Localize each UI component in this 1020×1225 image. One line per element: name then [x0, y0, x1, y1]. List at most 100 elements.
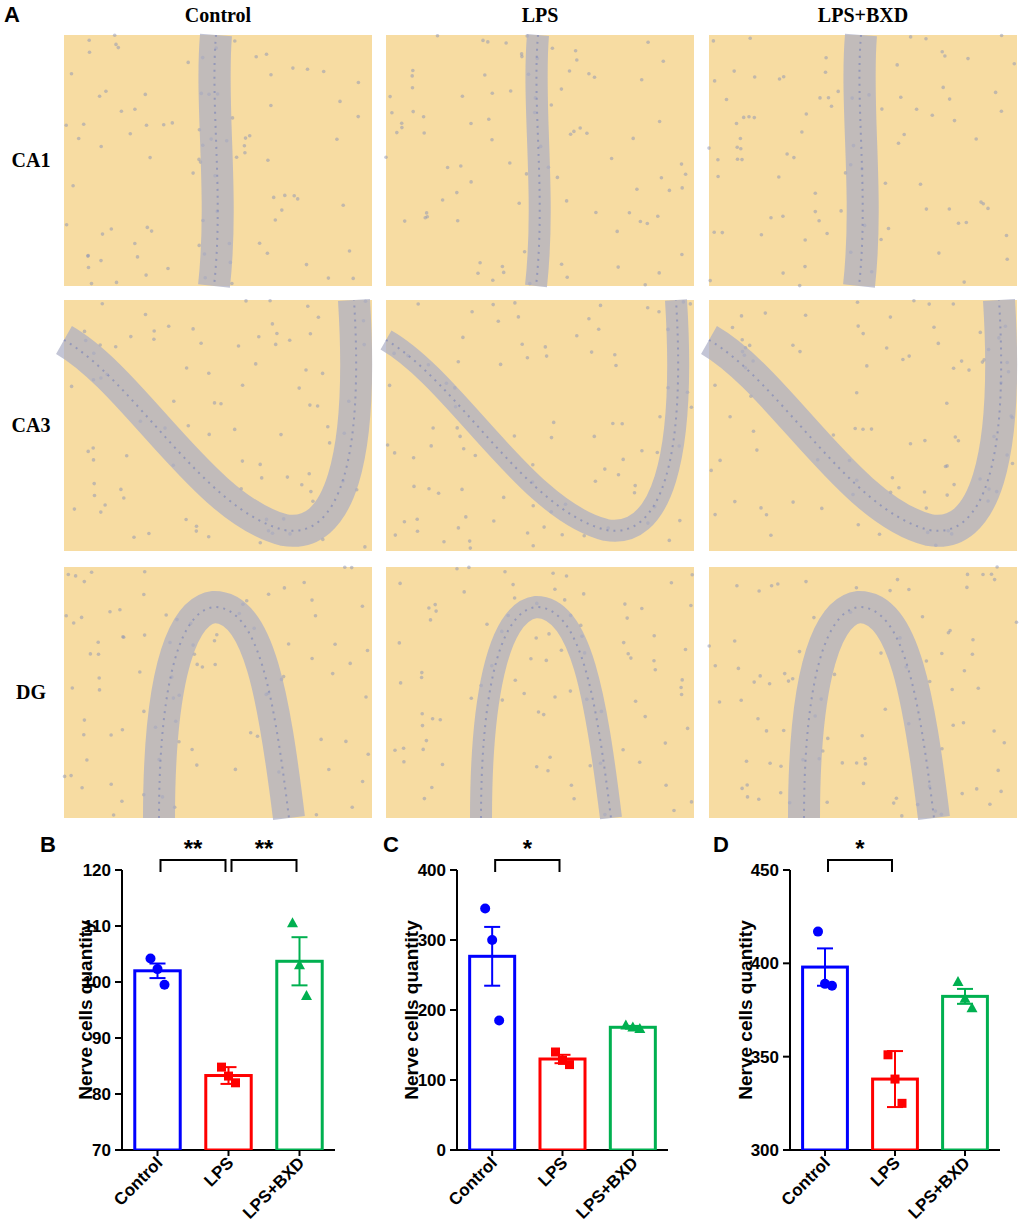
cell-dot: [769, 216, 773, 220]
cell-dot: [798, 650, 802, 654]
cell-dot: [587, 72, 591, 76]
cell-dot: [215, 633, 219, 637]
cell-dot: [652, 634, 656, 638]
cell-dot: [646, 41, 650, 45]
cell-dot: [550, 436, 554, 440]
cell-dot: [560, 263, 564, 267]
bar: [470, 956, 515, 1150]
error-cap: [957, 1003, 973, 1005]
cell-dot: [756, 717, 760, 721]
cell-dot: [542, 713, 546, 717]
cell-dot: [884, 181, 888, 185]
cell-dot: [1005, 258, 1009, 262]
y-tick-label: 300: [418, 931, 446, 950]
cell-dot: [565, 199, 569, 203]
y-tick-label: 80: [92, 1085, 111, 1104]
plot-area: [470, 904, 656, 1151]
cell-dot: [856, 301, 860, 305]
cell-dot: [897, 142, 901, 146]
cell-dot: [824, 71, 828, 75]
cell-dot: [895, 796, 899, 800]
cell-dot: [944, 465, 948, 469]
cell-dot: [363, 545, 367, 549]
micrograph: [63, 566, 372, 819]
cell-dot: [114, 43, 118, 47]
column-header: Control: [185, 4, 252, 26]
micrograph: [709, 299, 1017, 551]
cell-layer: [159, 607, 289, 818]
cell-dot: [864, 762, 868, 766]
cell-dot: [537, 710, 541, 714]
cell-dot: [481, 39, 485, 43]
cell-dot: [923, 439, 927, 443]
cell-dot: [82, 733, 86, 737]
cell-dot: [398, 641, 402, 645]
cell-dot: [384, 156, 388, 160]
cell-dot: [461, 336, 465, 340]
cell-dot: [925, 506, 929, 510]
cell-dot: [120, 110, 124, 114]
cell-dot: [283, 194, 287, 198]
cell-dot: [585, 131, 589, 135]
cell-dot: [613, 353, 617, 357]
cell-dot: [427, 606, 431, 610]
cell-dot: [207, 433, 211, 437]
cell-dot: [343, 566, 347, 570]
cell-dot: [787, 679, 791, 683]
cell-dot: [433, 603, 437, 607]
cell-layer-texture: [709, 300, 1001, 531]
cell-dot: [85, 758, 89, 762]
cell-dot: [280, 208, 284, 212]
bar: [803, 967, 848, 1150]
cell-dot: [550, 103, 554, 107]
significance-label: *: [523, 835, 533, 862]
cell-dot: [658, 120, 662, 124]
cell-dot: [572, 130, 576, 134]
cell-dot: [388, 384, 392, 388]
cell-dot: [817, 219, 821, 223]
cell-dot: [190, 748, 194, 752]
y-axis-label: Nerve cells quantity: [735, 920, 756, 1100]
cell-dot: [423, 797, 427, 801]
cell-dot: [739, 699, 743, 703]
cell-dot: [996, 769, 1000, 773]
cell-dot: [425, 211, 429, 215]
cell-dot: [402, 760, 406, 764]
cell-dot: [855, 586, 859, 590]
cell-dot: [865, 364, 869, 368]
cell-dot: [195, 524, 199, 528]
cell-dot: [511, 583, 515, 587]
cell-dot: [502, 271, 506, 275]
cell-dot: [441, 763, 445, 767]
cell-dot: [560, 649, 564, 653]
cell-dot: [164, 613, 168, 617]
cell-dot: [791, 500, 795, 504]
cell-dot: [646, 306, 650, 310]
cell-dot: [656, 451, 660, 455]
cell-dot: [310, 657, 314, 661]
point: [551, 1048, 560, 1057]
cell-dot: [266, 252, 270, 256]
cell-dot: [966, 573, 970, 577]
cell-dot: [937, 251, 941, 255]
cell-dot: [947, 631, 951, 635]
cell-dot: [909, 35, 913, 39]
y-tick-label: 100: [83, 973, 111, 992]
x-tick-label: LPS: [201, 1153, 238, 1190]
cell-dot: [133, 108, 137, 112]
cell-dot: [924, 37, 928, 41]
cell-dot: [421, 748, 425, 752]
cell-dot: [531, 504, 535, 508]
cell-dot: [739, 137, 743, 141]
cell-dot: [86, 254, 90, 258]
cell-dot: [132, 535, 136, 539]
cell-dot: [411, 110, 415, 114]
cell-dot: [945, 401, 949, 405]
cell-dot: [957, 439, 961, 443]
cell-dot: [361, 604, 365, 608]
cell-dot: [548, 755, 552, 759]
y-tick: [783, 1056, 790, 1058]
cell-dot: [909, 442, 913, 446]
cell-dot: [921, 615, 925, 619]
cell-dot: [545, 659, 549, 663]
